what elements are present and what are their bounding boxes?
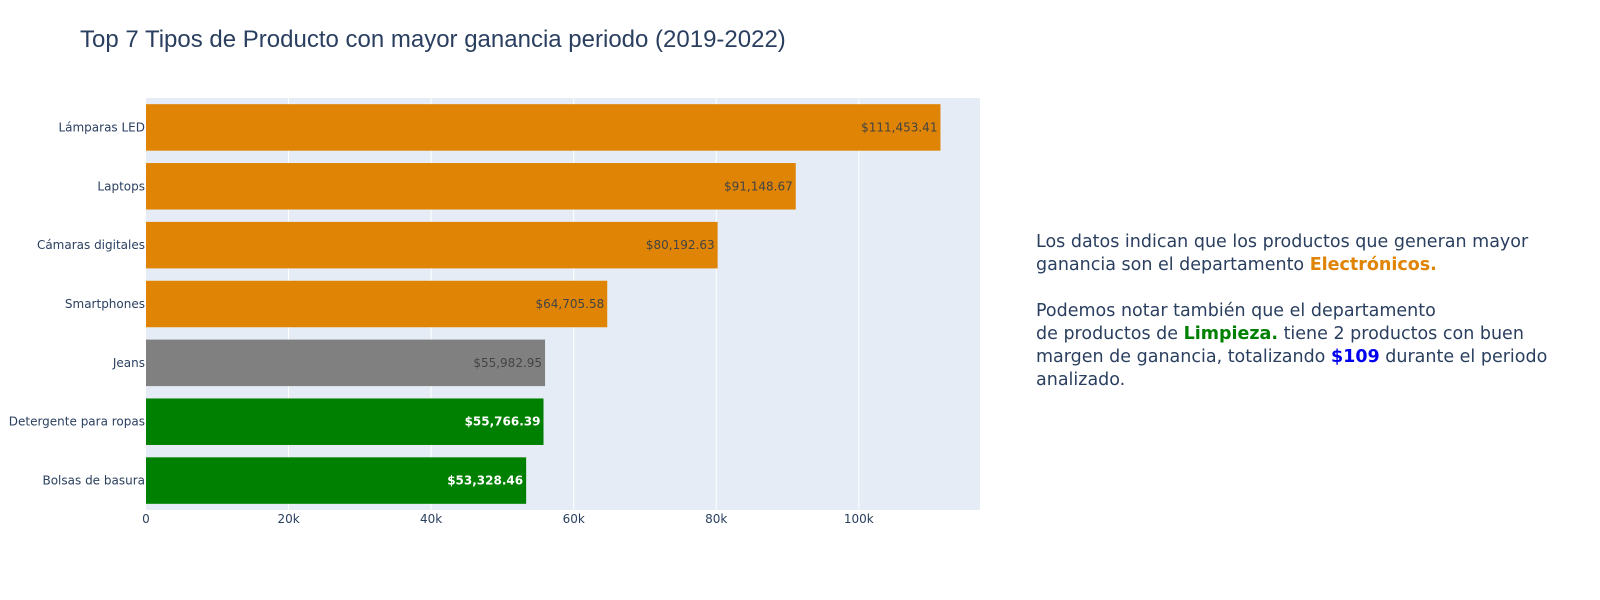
- x-tick-label: 80k: [705, 512, 727, 526]
- annotation-highlight-total: $109: [1330, 347, 1380, 367]
- y-tick-label: Cámaras digitales: [37, 238, 145, 252]
- y-tick-label: Smartphones: [65, 297, 145, 311]
- bar-value-label: $55,982.95: [473, 356, 542, 370]
- y-tick-label: Laptops: [97, 179, 145, 193]
- annotation-paragraph-1: Los datos indican que los productos que …: [1036, 231, 1596, 277]
- x-tick-label: 20k: [277, 512, 299, 526]
- y-tick-label: Jeans: [112, 356, 145, 370]
- bar-value-label: $80,192.63: [646, 238, 715, 252]
- bar: [146, 280, 608, 328]
- annotation-p2-line1: Podemos notar también que el departament…: [1036, 301, 1436, 321]
- bar-value-label: $64,705.58: [536, 297, 605, 311]
- x-tick-label: 40k: [420, 512, 442, 526]
- annotation-p1-text: Los datos indican que los productos que …: [1036, 232, 1529, 275]
- y-tick-label: Lámparas LED: [58, 120, 145, 134]
- bar-chart: 0 20k 40k 60k 80k 100k Lámparas LED $111,453.41…: [9, 98, 980, 526]
- y-tick-label: Bolsas de basura: [42, 474, 145, 488]
- annotation-p2-text-c: durante el periodo analizado.: [1036, 347, 1548, 390]
- x-tick-label: 60k: [563, 512, 585, 526]
- annotation-p2-text-a: de productos de: [1036, 324, 1184, 344]
- bar-value-label: $111,453.41: [861, 120, 937, 134]
- annotation-p2-text-b: tiene 2 productos con buen margen de gan…: [1036, 324, 1524, 367]
- bar: [146, 457, 527, 504]
- bar: [146, 398, 544, 445]
- annotation-highlight-limpieza: Limpieza.: [1183, 324, 1278, 344]
- bar-value-label: $91,148.67: [724, 179, 793, 193]
- x-tick-label: 0: [142, 512, 150, 526]
- bar: [146, 221, 718, 269]
- bar-value-label: $55,766.39: [465, 415, 541, 429]
- bar: [146, 339, 546, 387]
- annotation-paragraph-2: Podemos notar también que el departament…: [1036, 300, 1596, 392]
- x-tick-label: 100k: [844, 512, 874, 526]
- chart-title: Top 7 Tipos de Producto con mayor gananc…: [80, 26, 786, 53]
- annotation-text: Los datos indican que los productos que …: [1036, 231, 1596, 392]
- bar: [146, 163, 796, 210]
- bar: [146, 104, 941, 151]
- bar-value-label: $53,328.46: [447, 474, 523, 488]
- y-tick-label: Detergente para ropas: [9, 415, 145, 429]
- annotation-highlight-electronicos: Electrónicos.: [1309, 255, 1437, 275]
